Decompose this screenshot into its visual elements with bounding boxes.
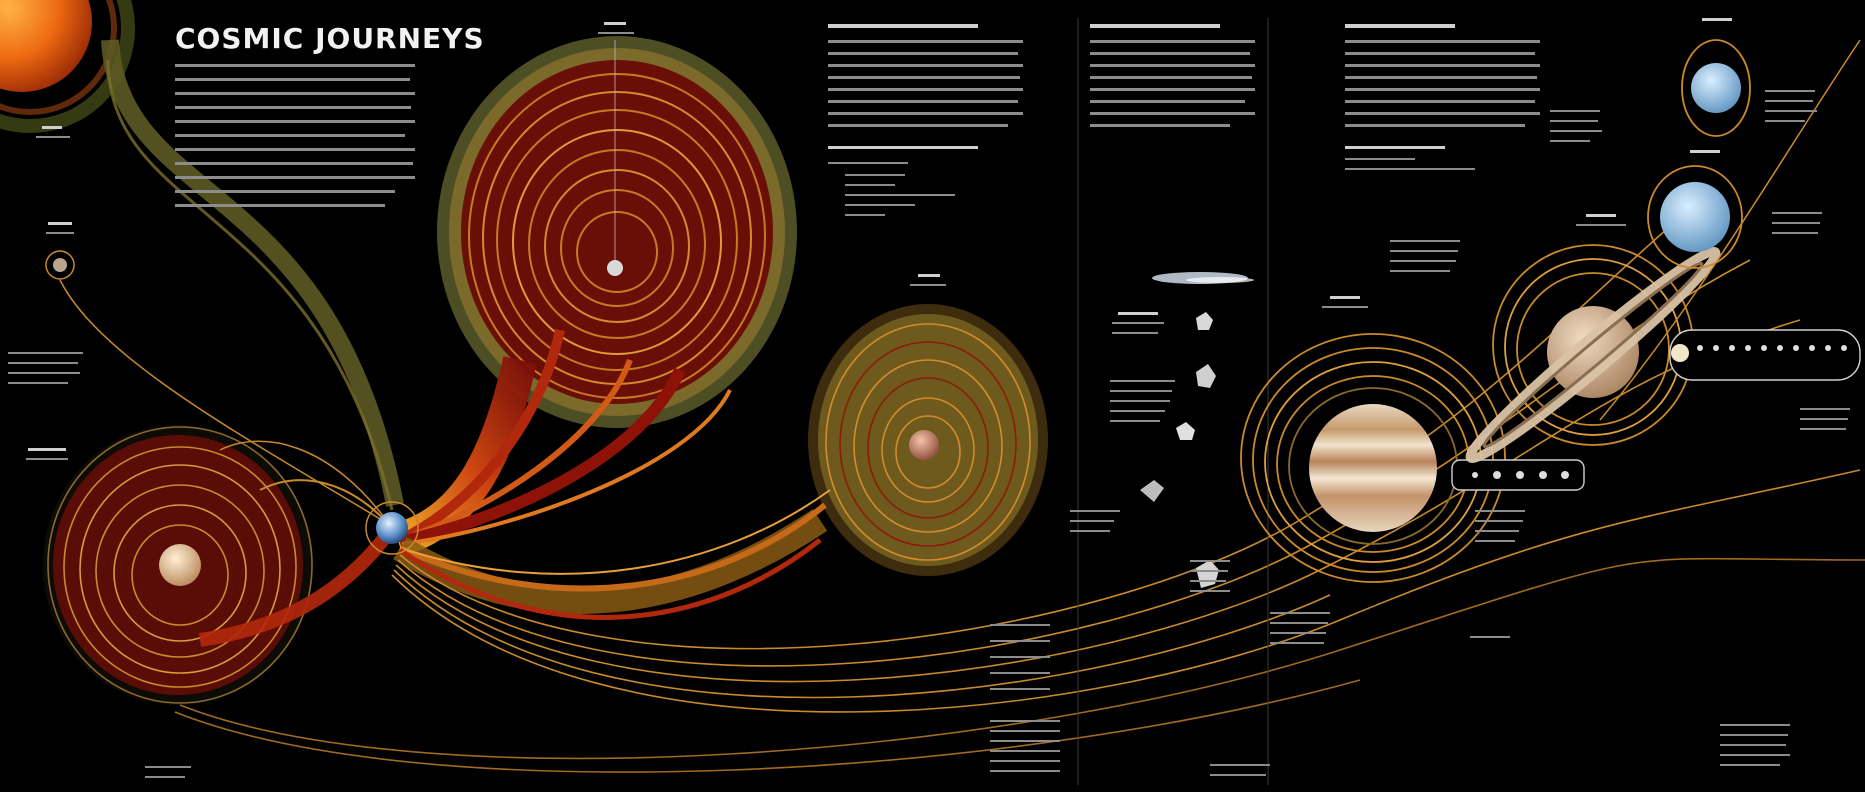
trajectory-olive — [101, 39, 404, 507]
neptune-icon — [1691, 63, 1741, 113]
earth-icon — [376, 512, 408, 544]
jupiter — [1240, 333, 1506, 583]
moon-trajectory-loop — [437, 36, 797, 428]
venus-trajectory-loop — [43, 425, 313, 705]
saturn-icon — [1547, 306, 1639, 398]
asteroids-and-comets — [1140, 272, 1254, 588]
neptune — [1681, 39, 1751, 137]
mars-icon — [909, 430, 939, 460]
asteroid-icon — [1196, 312, 1213, 330]
sun — [0, 0, 135, 133]
earth-to-moon-streams — [392, 328, 732, 557]
earth-to-mars-streams — [393, 489, 831, 620]
uranus — [1647, 165, 1743, 269]
mercury-icon — [53, 258, 67, 272]
jupiter-icon — [1309, 404, 1437, 532]
page-title: COSMIC JOURNEYS — [175, 22, 485, 55]
moon-icon — [607, 260, 623, 276]
saturn-moons — [1669, 329, 1861, 381]
jupiter-moons — [1451, 459, 1585, 491]
earth — [365, 501, 419, 555]
sun-icon — [0, 0, 92, 92]
saturn — [1465, 244, 1721, 463]
venus-icon — [159, 544, 201, 586]
mars-trajectory-loop — [808, 304, 1048, 576]
mercury — [45, 250, 391, 526]
illegible-text-blocks — [8, 18, 1850, 778]
earth-to-venus-streams — [199, 440, 398, 647]
uranus-icon — [1660, 182, 1730, 252]
